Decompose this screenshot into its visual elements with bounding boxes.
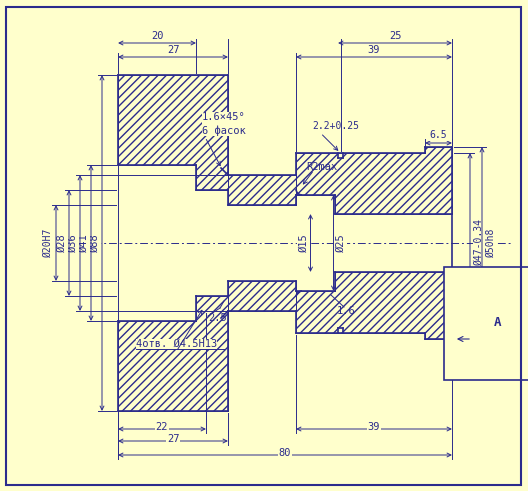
Text: 39: 39 — [367, 422, 380, 432]
Text: 2.2+0.25: 2.2+0.25 — [313, 121, 360, 131]
Polygon shape — [228, 175, 296, 205]
Polygon shape — [296, 272, 452, 339]
Text: 1.6×45°
6 фасок: 1.6×45° 6 фасок — [202, 112, 246, 136]
Text: Ø36: Ø36 — [68, 234, 78, 252]
Text: 25: 25 — [389, 31, 401, 41]
Text: Ø15: Ø15 — [298, 234, 308, 252]
Text: 20: 20 — [151, 31, 163, 41]
Text: 80: 80 — [279, 448, 291, 458]
Text: M20×0.5: M20×0.5 — [466, 273, 476, 317]
Polygon shape — [118, 296, 228, 411]
Text: 4отв. Ø4.5Н13: 4отв. Ø4.5Н13 — [136, 339, 217, 349]
Text: A: A — [494, 317, 502, 329]
Text: 22: 22 — [156, 422, 168, 432]
Text: Ø25: Ø25 — [335, 234, 345, 252]
Text: 39: 39 — [367, 45, 380, 55]
Polygon shape — [118, 75, 228, 190]
Text: R2max: R2max — [306, 162, 337, 172]
Text: Ø20H7: Ø20H7 — [43, 228, 53, 258]
Text: 27: 27 — [167, 434, 179, 444]
Text: Ø41: Ø41 — [79, 234, 89, 252]
Text: 6.5: 6.5 — [430, 130, 447, 140]
Text: Ø28: Ø28 — [57, 234, 67, 252]
Text: Ø50h8: Ø50h8 — [486, 228, 496, 258]
Polygon shape — [296, 147, 452, 214]
Text: 2.5: 2.5 — [208, 313, 227, 323]
Polygon shape — [228, 281, 296, 311]
Text: 1.6: 1.6 — [337, 306, 355, 316]
Text: Ø47-0.34: Ø47-0.34 — [474, 219, 484, 267]
Text: Ø88: Ø88 — [90, 234, 100, 252]
Text: 27: 27 — [167, 45, 179, 55]
